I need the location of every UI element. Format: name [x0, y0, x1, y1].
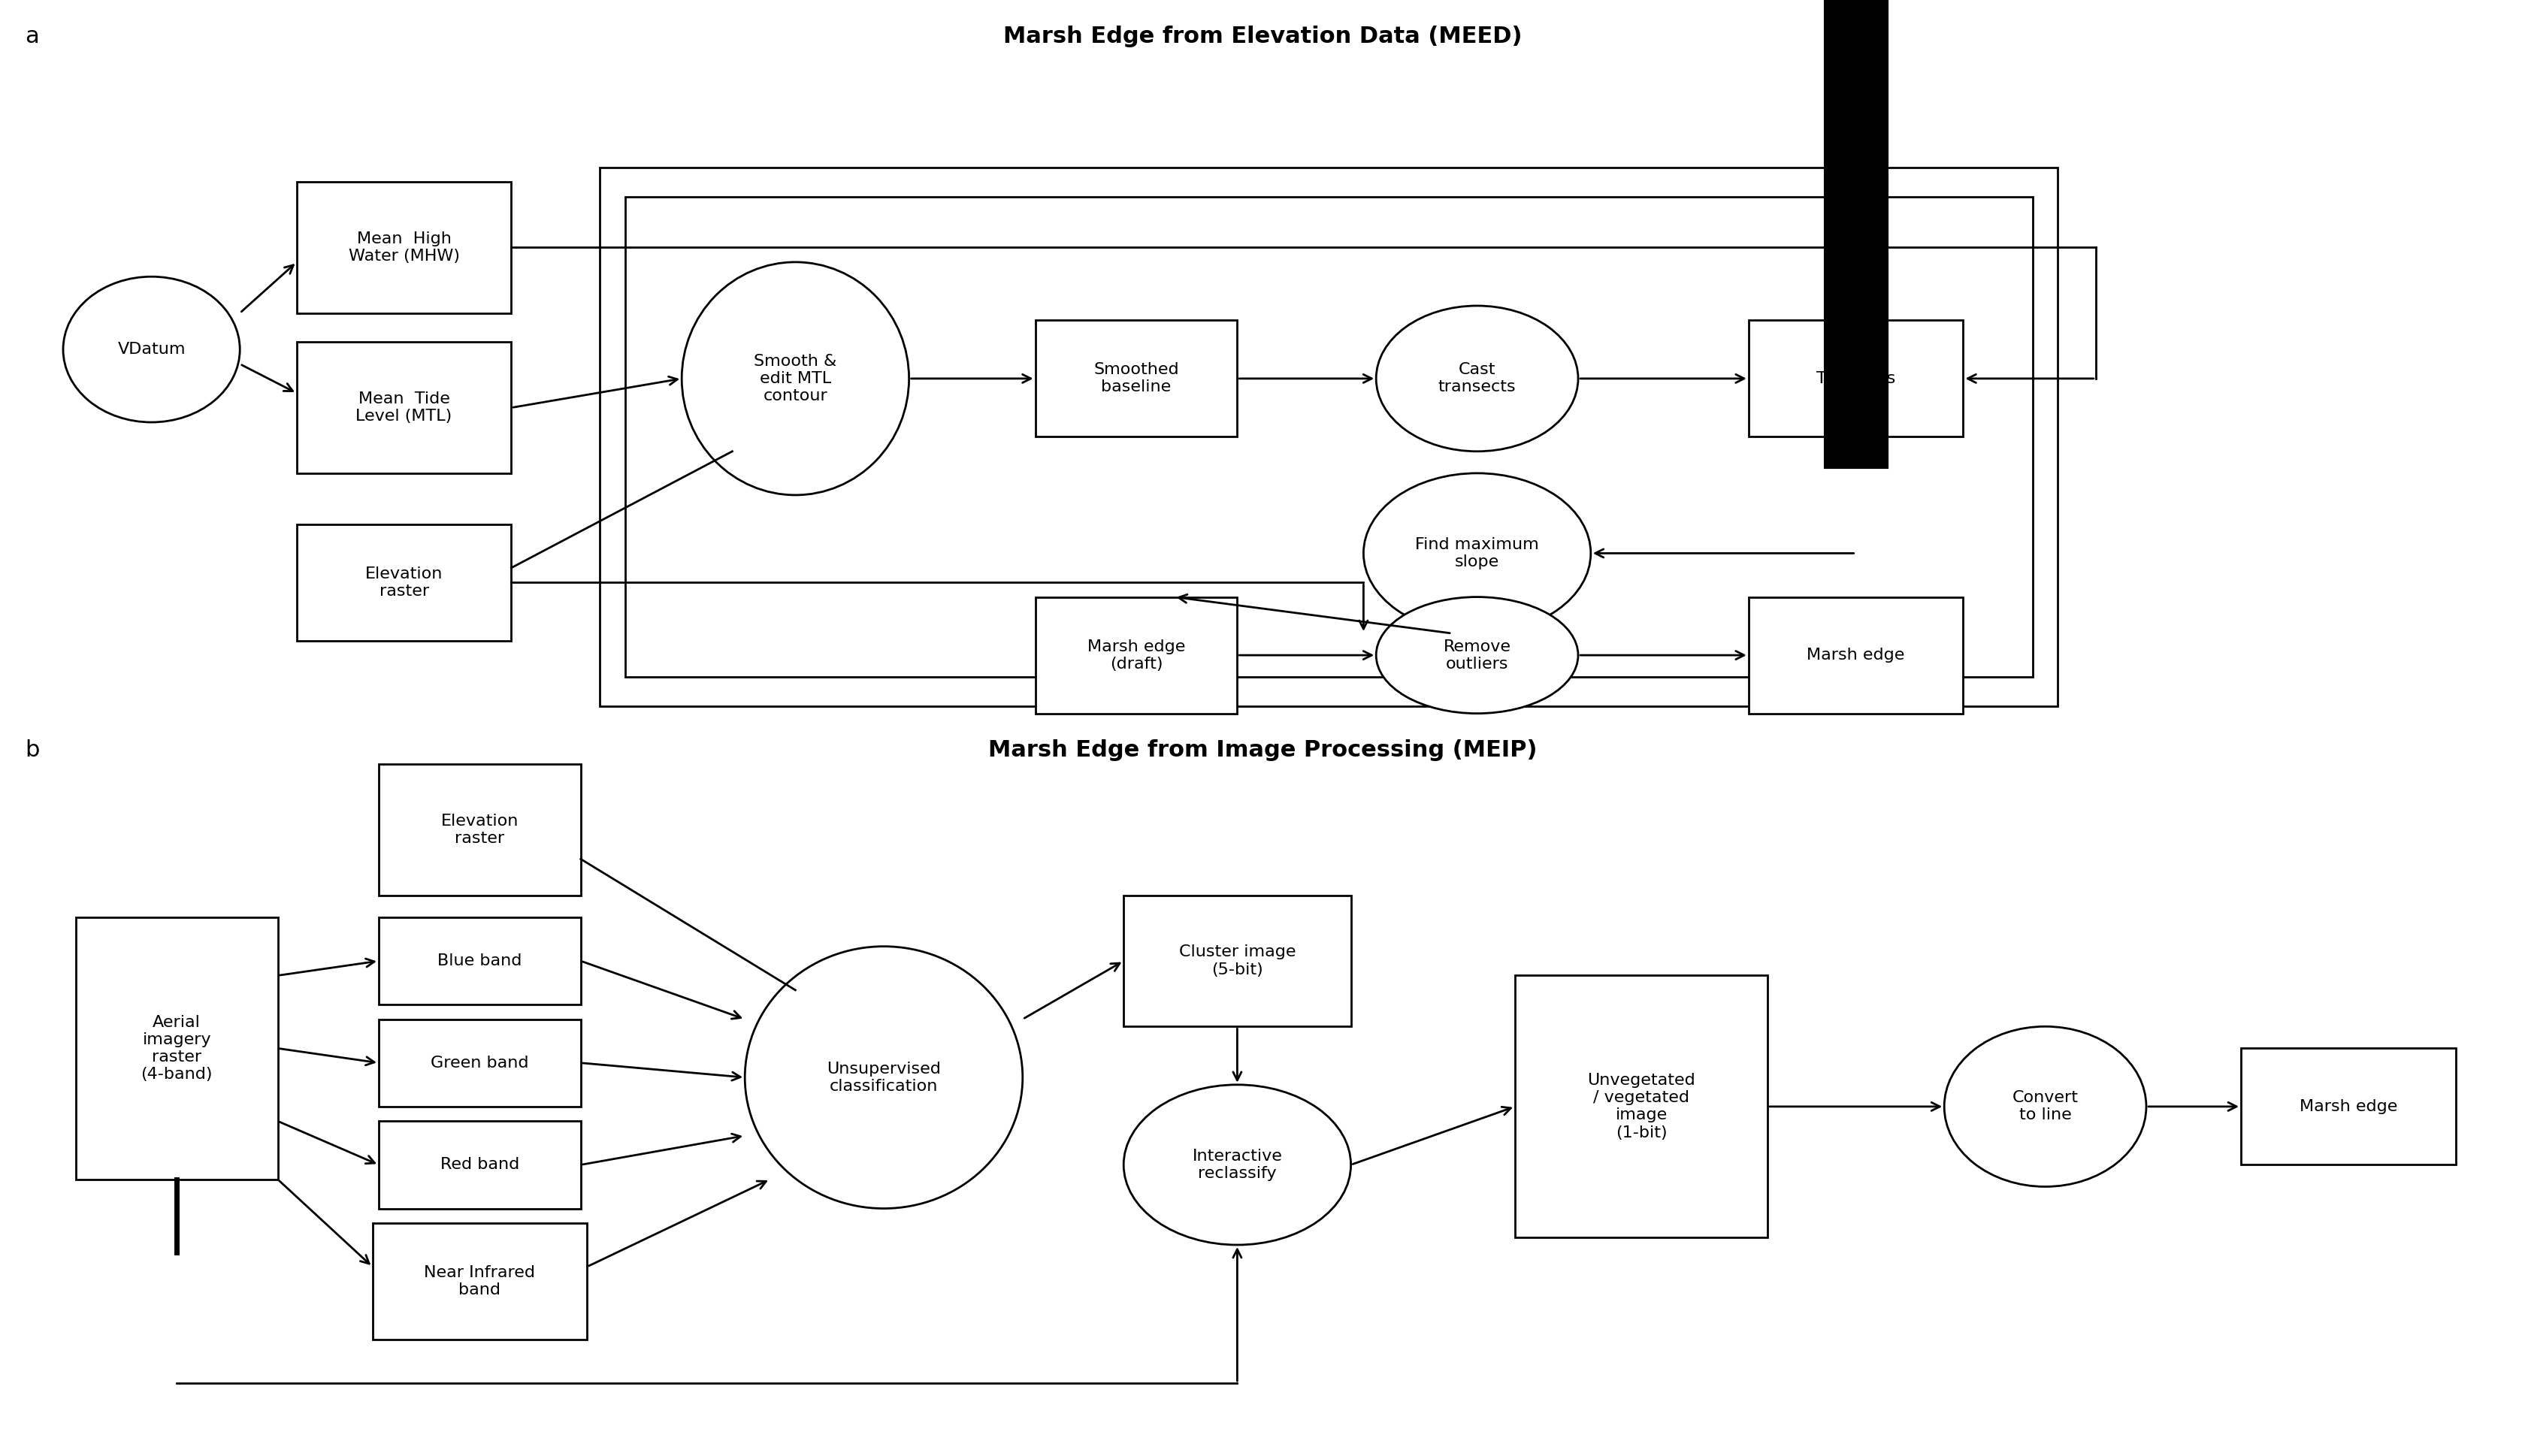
Text: Marsh edge: Marsh edge	[1808, 648, 1904, 662]
FancyBboxPatch shape	[298, 342, 510, 473]
Text: Elevation
raster: Elevation raster	[442, 814, 518, 846]
Text: Aerial
imagery
raster
(4-band): Aerial imagery raster (4-band)	[141, 1015, 212, 1082]
FancyBboxPatch shape	[374, 1223, 588, 1340]
FancyBboxPatch shape	[76, 917, 278, 1179]
FancyBboxPatch shape	[1750, 320, 1964, 437]
FancyBboxPatch shape	[1515, 976, 1768, 1238]
Ellipse shape	[682, 262, 909, 495]
FancyBboxPatch shape	[379, 1121, 581, 1208]
Ellipse shape	[1376, 597, 1578, 713]
FancyBboxPatch shape	[298, 182, 510, 313]
Text: Mean  High
Water (MHW): Mean High Water (MHW)	[348, 232, 460, 264]
FancyBboxPatch shape	[1750, 597, 1964, 713]
Text: Smooth &
edit MTL
contour: Smooth & edit MTL contour	[755, 354, 836, 403]
FancyBboxPatch shape	[1035, 597, 1237, 713]
FancyBboxPatch shape	[379, 917, 581, 1005]
FancyBboxPatch shape	[1035, 320, 1237, 437]
Text: b: b	[25, 740, 40, 760]
Text: Red band: Red band	[439, 1158, 520, 1172]
Text: Interactive
reclassify: Interactive reclassify	[1192, 1149, 1283, 1181]
Text: VDatum: VDatum	[119, 342, 184, 357]
Text: Blue band: Blue band	[437, 954, 523, 968]
Text: Mean  Tide
Level (MTL): Mean Tide Level (MTL)	[356, 392, 452, 424]
FancyBboxPatch shape	[1124, 895, 1351, 1026]
Text: Marsh edge
(draft): Marsh edge (draft)	[1088, 639, 1184, 671]
Text: Cluster image
(5-bit): Cluster image (5-bit)	[1179, 945, 1295, 977]
Text: Elevation
raster: Elevation raster	[366, 566, 442, 598]
Ellipse shape	[1364, 473, 1591, 633]
Text: Transects: Transects	[1815, 371, 1896, 386]
Text: a: a	[25, 26, 40, 47]
FancyBboxPatch shape	[2242, 1048, 2457, 1165]
Text: Find maximum
slope: Find maximum slope	[1414, 537, 1540, 569]
Ellipse shape	[1124, 1085, 1351, 1245]
Text: Cast
transects: Cast transects	[1439, 363, 1515, 395]
Ellipse shape	[745, 946, 1023, 1208]
Text: Convert
to line: Convert to line	[2012, 1091, 2078, 1123]
FancyBboxPatch shape	[379, 764, 581, 895]
Text: Marsh Edge from Image Processing (MEIP): Marsh Edge from Image Processing (MEIP)	[987, 740, 1538, 760]
Text: Remove
outliers: Remove outliers	[1444, 639, 1510, 671]
Text: Unsupervised
classification: Unsupervised classification	[826, 1061, 942, 1093]
Text: Smoothed
baseline: Smoothed baseline	[1093, 363, 1179, 395]
Ellipse shape	[1376, 306, 1578, 451]
Ellipse shape	[1944, 1026, 2146, 1187]
Text: Near Infrared
band: Near Infrared band	[424, 1265, 535, 1297]
Ellipse shape	[63, 277, 240, 422]
FancyBboxPatch shape	[298, 524, 510, 641]
Text: Marsh edge: Marsh edge	[2300, 1099, 2396, 1114]
Text: Unvegetated
/ vegetated
image
(1-bit): Unvegetated / vegetated image (1-bit)	[1588, 1073, 1694, 1140]
FancyBboxPatch shape	[379, 1019, 581, 1107]
Text: Marsh Edge from Elevation Data (MEED): Marsh Edge from Elevation Data (MEED)	[1002, 26, 1523, 47]
Text: Green band: Green band	[432, 1056, 528, 1070]
